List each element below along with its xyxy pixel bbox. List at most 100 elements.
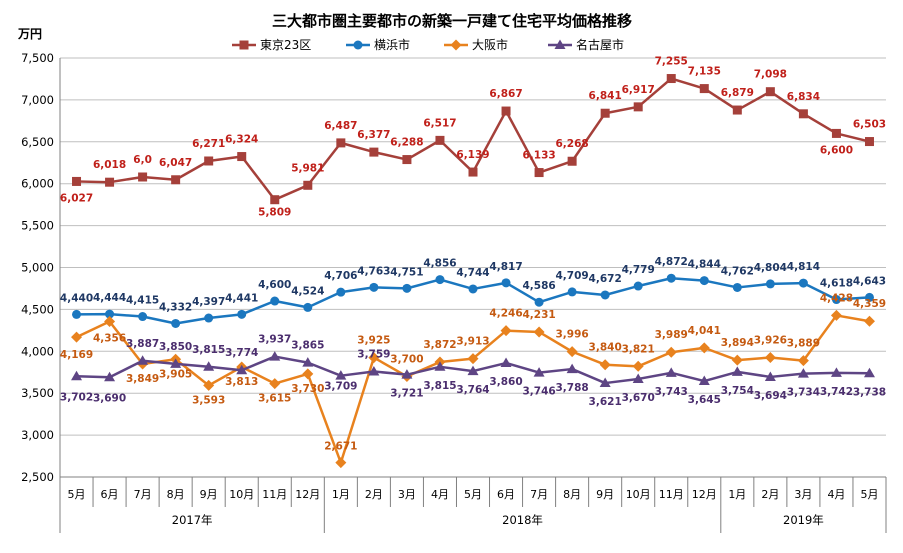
data-point xyxy=(500,325,512,337)
data-point xyxy=(600,290,610,300)
legend-item: 名古屋市 xyxy=(548,37,624,52)
data-label: 6,047 xyxy=(159,157,192,169)
data-point xyxy=(764,352,776,364)
data-point xyxy=(171,318,181,328)
data-label: 3,615 xyxy=(258,393,291,405)
data-label: 6,841 xyxy=(589,90,622,102)
y-tick-label: 3,500 xyxy=(21,386,54,400)
data-point xyxy=(632,360,644,372)
data-label: 3,821 xyxy=(622,343,655,355)
data-point xyxy=(237,309,247,319)
data-label: 4,440 xyxy=(60,292,93,304)
data-point xyxy=(665,346,677,358)
x-tick-label: 3月 xyxy=(794,488,812,501)
data-label: 4,751 xyxy=(390,266,423,278)
data-point xyxy=(633,281,643,291)
data-point xyxy=(171,175,181,185)
data-point xyxy=(699,84,709,94)
data-label: 3,645 xyxy=(688,394,721,406)
series-lines xyxy=(71,74,875,469)
y-tick-label: 6,500 xyxy=(21,135,54,149)
data-label: 7,135 xyxy=(688,66,721,78)
data-point xyxy=(500,357,512,368)
data-point xyxy=(699,276,709,286)
data-point xyxy=(864,137,874,147)
data-point xyxy=(302,368,314,380)
data-label: 4,041 xyxy=(688,325,721,337)
data-label: 6,834 xyxy=(787,91,820,103)
data-label: 3,738 xyxy=(853,386,886,398)
data-label: 4,356 xyxy=(93,332,126,344)
data-label: 3,894 xyxy=(721,337,754,349)
y-tick-label: 6,000 xyxy=(21,177,54,191)
data-label: 5,809 xyxy=(258,207,291,219)
data-label: 6,133 xyxy=(522,150,555,162)
data-label: 3,815 xyxy=(423,380,456,392)
data-label: 3,764 xyxy=(456,384,489,396)
data-point xyxy=(270,296,280,306)
y-tick-label: 4,500 xyxy=(21,302,54,316)
y-axis-unit: 万円 xyxy=(17,27,42,41)
data-label: 3,813 xyxy=(225,376,258,388)
data-label: 3,788 xyxy=(556,382,589,394)
data-point xyxy=(269,351,281,361)
x-tick-label: 11月 xyxy=(659,488,684,501)
data-label: 3,860 xyxy=(489,376,522,388)
data-point xyxy=(764,371,776,381)
x-tick-label: 4月 xyxy=(827,488,845,501)
data-point xyxy=(863,367,875,378)
data-label: 3,694 xyxy=(754,390,787,402)
data-point xyxy=(402,155,412,165)
data-label: 6,027 xyxy=(60,192,93,204)
x-tick-label: 7月 xyxy=(134,488,152,501)
data-label: 4,246 xyxy=(489,308,522,320)
data-point xyxy=(269,378,281,390)
data-point xyxy=(170,358,182,368)
legend-marker xyxy=(239,40,249,50)
data-label: 4,763 xyxy=(357,265,390,277)
data-point xyxy=(698,342,710,354)
data-label: 3,774 xyxy=(225,347,258,359)
data-point xyxy=(731,354,743,366)
data-label: 3,690 xyxy=(93,392,126,404)
data-label: 4,814 xyxy=(787,261,820,273)
data-label: 4,779 xyxy=(622,264,655,276)
data-point xyxy=(369,282,379,292)
data-label: 6,879 xyxy=(721,87,754,99)
data-label: 6,867 xyxy=(489,88,522,100)
data-label: 3,730 xyxy=(291,383,324,395)
data-label: 6,0 xyxy=(133,154,152,166)
x-tick-label: 5月 xyxy=(68,488,86,501)
year-labels: 2017年 2018年 2019年 xyxy=(172,513,824,527)
data-point xyxy=(501,278,511,288)
data-label: 2,671 xyxy=(324,441,357,453)
data-point xyxy=(798,278,808,288)
data-point xyxy=(104,371,116,382)
data-label: 3,746 xyxy=(522,386,555,398)
data-label: 4,600 xyxy=(258,279,291,291)
data-label: 4,586 xyxy=(522,280,555,292)
data-point xyxy=(797,355,809,367)
data-label: 3,850 xyxy=(159,341,192,353)
data-point xyxy=(534,297,544,307)
data-label: 4,231 xyxy=(522,309,555,321)
data-point xyxy=(434,361,446,371)
data-label: 4,332 xyxy=(159,301,192,313)
data-label: 3,925 xyxy=(357,335,390,347)
data-point xyxy=(732,105,742,115)
data-label: 4,169 xyxy=(60,349,93,361)
data-point xyxy=(599,377,611,388)
data-label: 6,377 xyxy=(357,129,390,141)
data-label: 4,441 xyxy=(225,292,258,304)
data-point xyxy=(72,176,82,186)
data-point xyxy=(368,365,380,376)
data-point xyxy=(435,135,445,145)
data-point xyxy=(830,367,842,377)
legend-label: 横浜市 xyxy=(374,37,410,52)
data-label: 4,415 xyxy=(126,295,159,307)
data-point xyxy=(302,357,314,367)
data-point xyxy=(203,361,215,371)
axes xyxy=(59,58,887,533)
data-point xyxy=(599,359,611,371)
